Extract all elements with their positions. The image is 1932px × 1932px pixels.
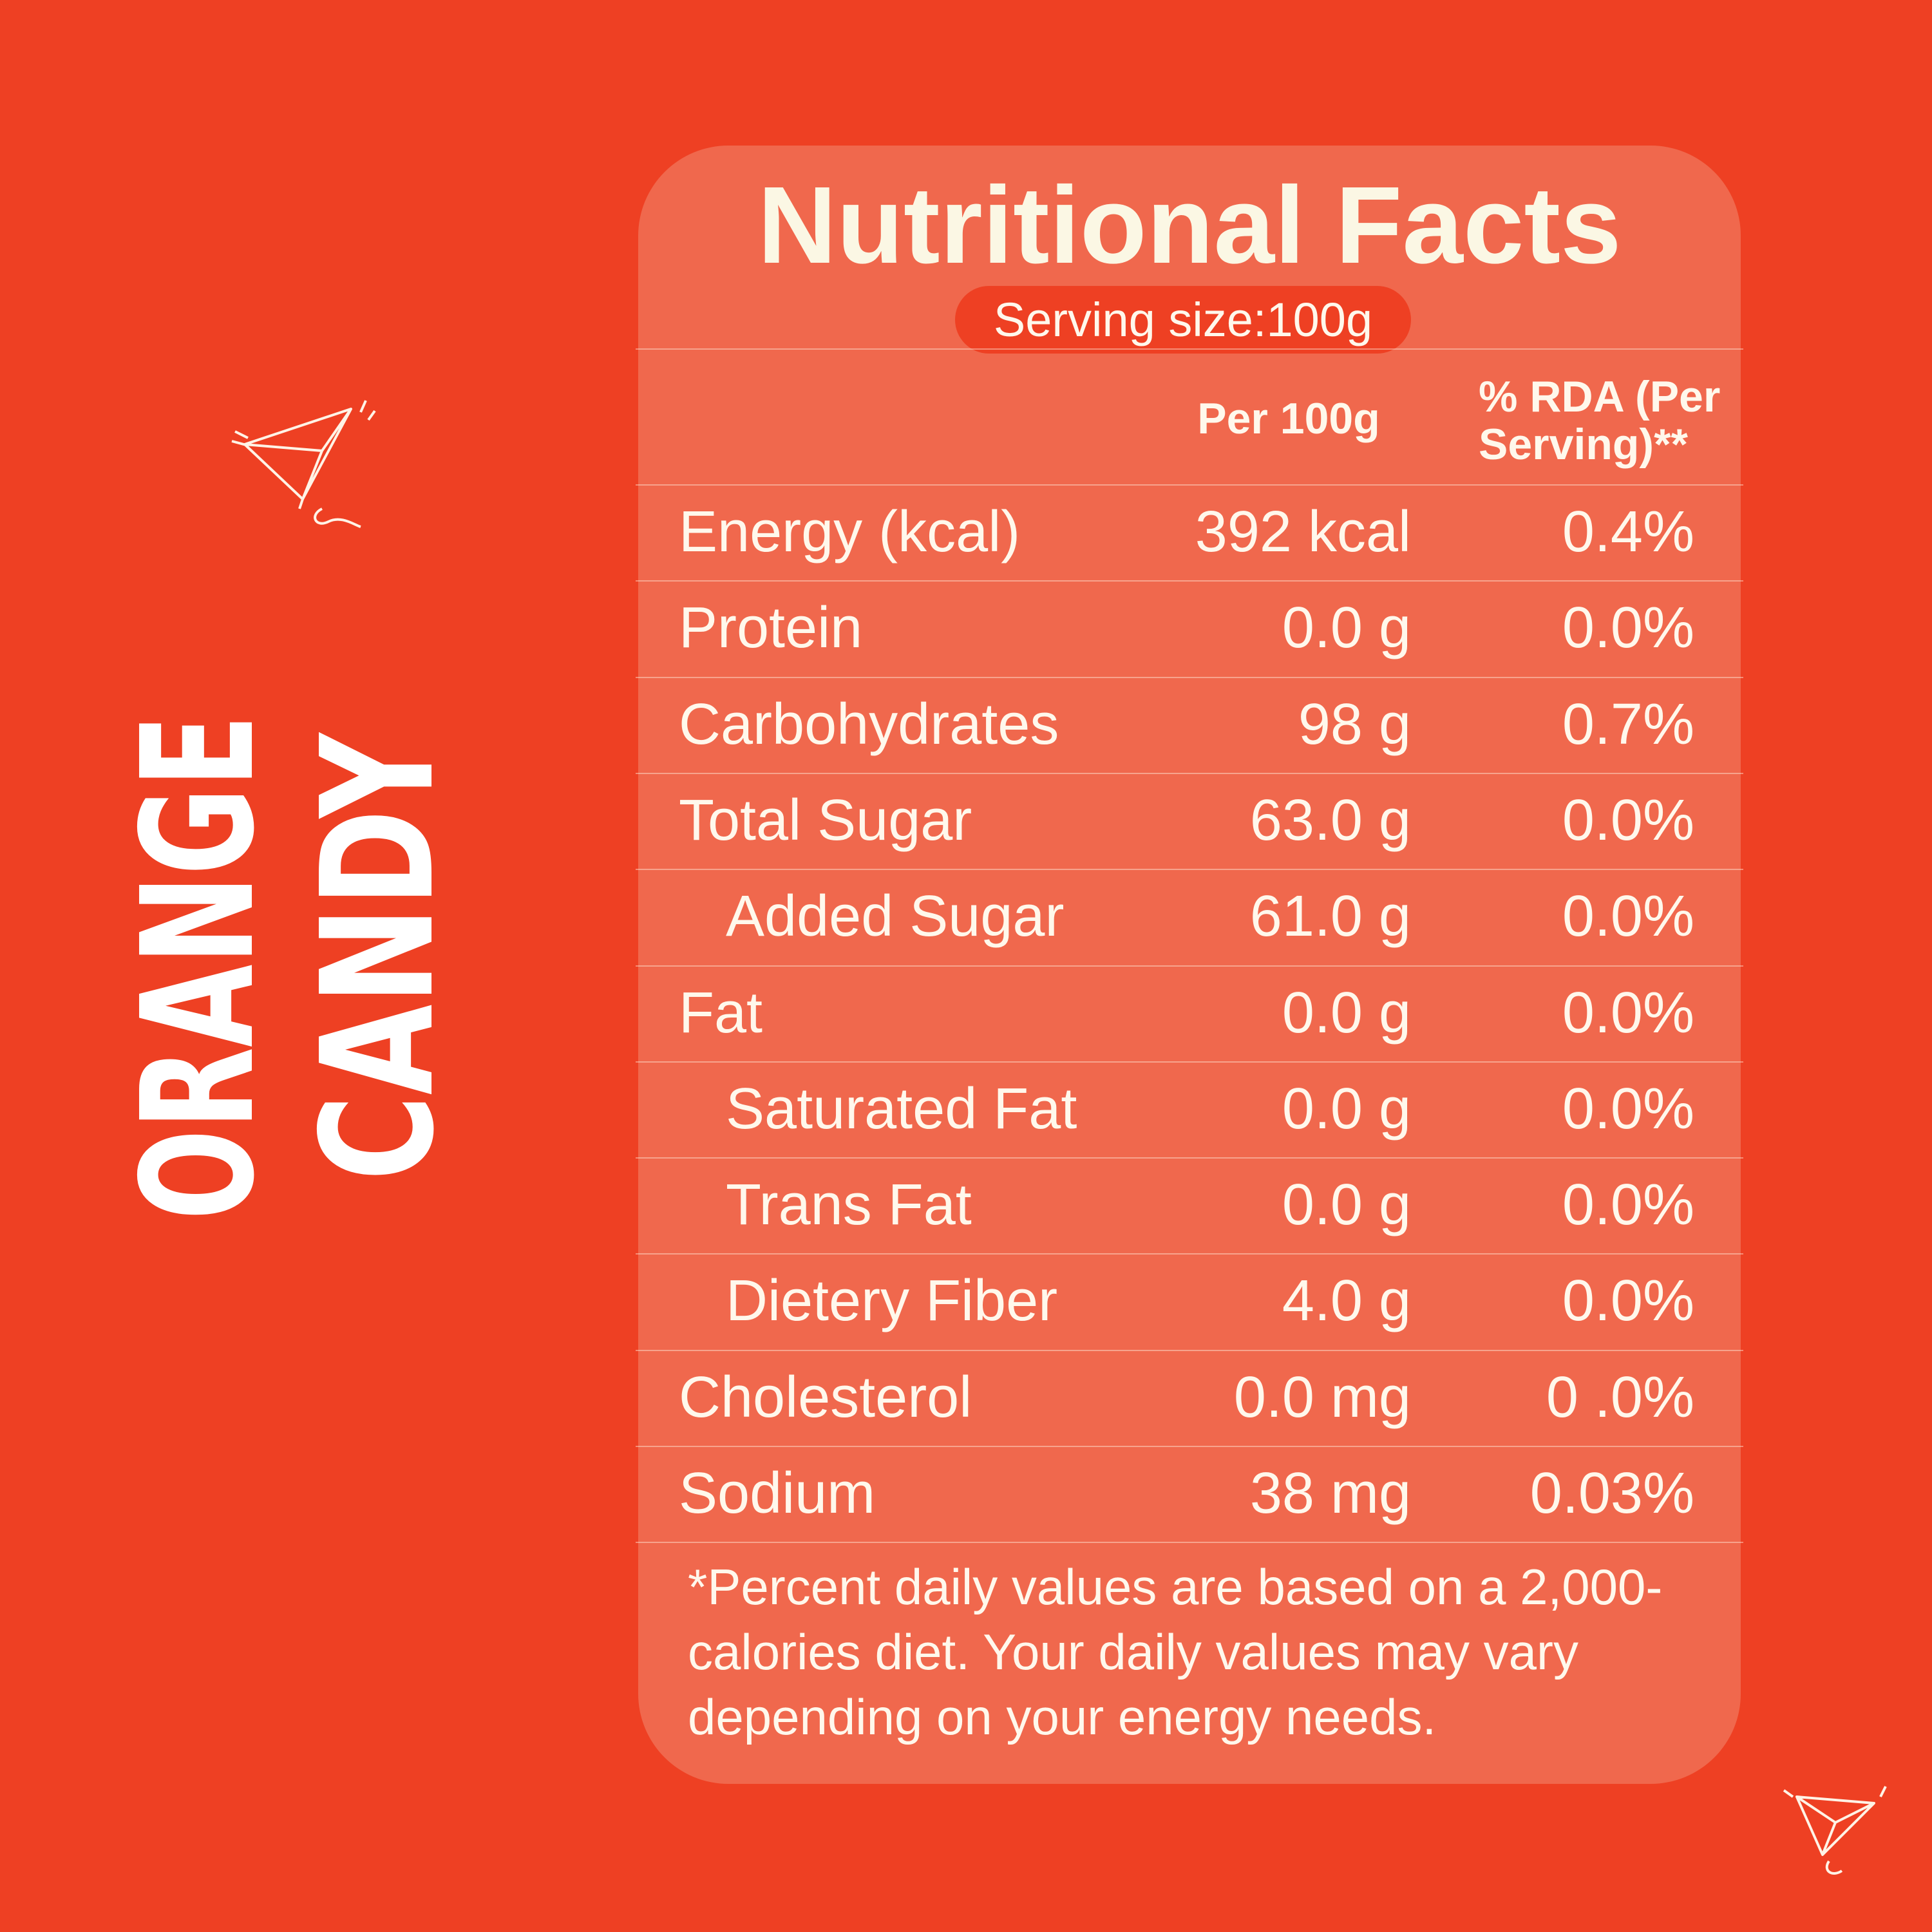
rda: 0.0%	[1562, 1269, 1694, 1334]
rda: 0.4%	[1562, 500, 1694, 564]
nutrient-name: Fat	[679, 980, 763, 1045]
divider	[636, 1157, 1743, 1159]
rda: 0.0%	[1562, 1173, 1694, 1238]
per-100g: 0.0 g	[1282, 980, 1411, 1045]
divider	[636, 484, 1743, 486]
column-header: Serving)**	[1479, 420, 1688, 469]
title: Nutritional Facts	[757, 164, 1622, 287]
divider	[636, 1542, 1743, 1544]
rda: 0 .0%	[1546, 1365, 1694, 1430]
footnote: calories diet. Your daily values may var…	[688, 1624, 1579, 1680]
per-100g: 392 kcal	[1195, 500, 1411, 564]
column-header: Per 100g	[1197, 394, 1380, 443]
per-100g: 4.0 g	[1282, 1269, 1411, 1334]
nutrient-name: Cholesterol	[679, 1365, 972, 1430]
divider	[636, 772, 1743, 774]
divider	[636, 965, 1743, 967]
serving-pill	[955, 286, 1411, 354]
nutrient-name: Carbohydrates	[679, 692, 1059, 757]
nutrient-name: Saturated Fat	[726, 1076, 1077, 1141]
nutrient-name: Sodium	[679, 1461, 876, 1526]
paper-plane	[1783, 1786, 1887, 1875]
rda: 0.0%	[1562, 788, 1694, 853]
divider	[636, 676, 1743, 678]
column-header: % RDA (Per	[1479, 372, 1721, 421]
nutrient-name: Added Sugar	[726, 884, 1065, 949]
per-100g: 0.0 mg	[1233, 1365, 1411, 1430]
rda: 0.7%	[1562, 692, 1694, 757]
brand-line: CANDY	[288, 732, 468, 1180]
rda: 0.03%	[1530, 1461, 1694, 1526]
divider	[636, 1061, 1743, 1063]
nutrient-name: Trans Fat	[726, 1173, 972, 1238]
divider	[636, 1446, 1743, 1447]
brand-line: ORANGE	[108, 715, 289, 1220]
nutrition-card	[638, 146, 1741, 1784]
nutrient-name: Total Sugar	[679, 788, 972, 853]
serving-size: Serving size:100g	[993, 293, 1373, 346]
divider	[636, 348, 1743, 350]
rda: 0.0%	[1562, 884, 1694, 949]
nutrient-name: Energy (kcal)	[679, 500, 1021, 564]
per-100g: 61.0 g	[1249, 884, 1411, 949]
per-100g: 0.0 g	[1282, 1173, 1411, 1238]
brand: ORANGE CANDY	[108, 715, 468, 1220]
nutrient-name: Dietery Fiber	[726, 1269, 1058, 1334]
footnote: depending on your energy needs.	[688, 1689, 1437, 1745]
divider	[636, 580, 1743, 582]
rda: 0.0%	[1562, 980, 1694, 1045]
rda: 0.0%	[1562, 596, 1694, 661]
per-100g: 98 g	[1298, 692, 1411, 757]
paper-plane	[231, 400, 376, 528]
divider	[636, 869, 1743, 871]
per-100g: 63.0 g	[1249, 788, 1411, 853]
per-100g: 0.0 g	[1282, 1076, 1411, 1141]
divider	[636, 1253, 1743, 1255]
rda: 0.0%	[1562, 1076, 1694, 1141]
per-100g: 0.0 g	[1282, 596, 1411, 661]
per-100g: 38 mg	[1249, 1461, 1411, 1526]
divider	[636, 1349, 1743, 1351]
nutrient-name: Protein	[679, 596, 863, 661]
footnote: *Percent daily values are based on a 2,0…	[688, 1558, 1663, 1615]
